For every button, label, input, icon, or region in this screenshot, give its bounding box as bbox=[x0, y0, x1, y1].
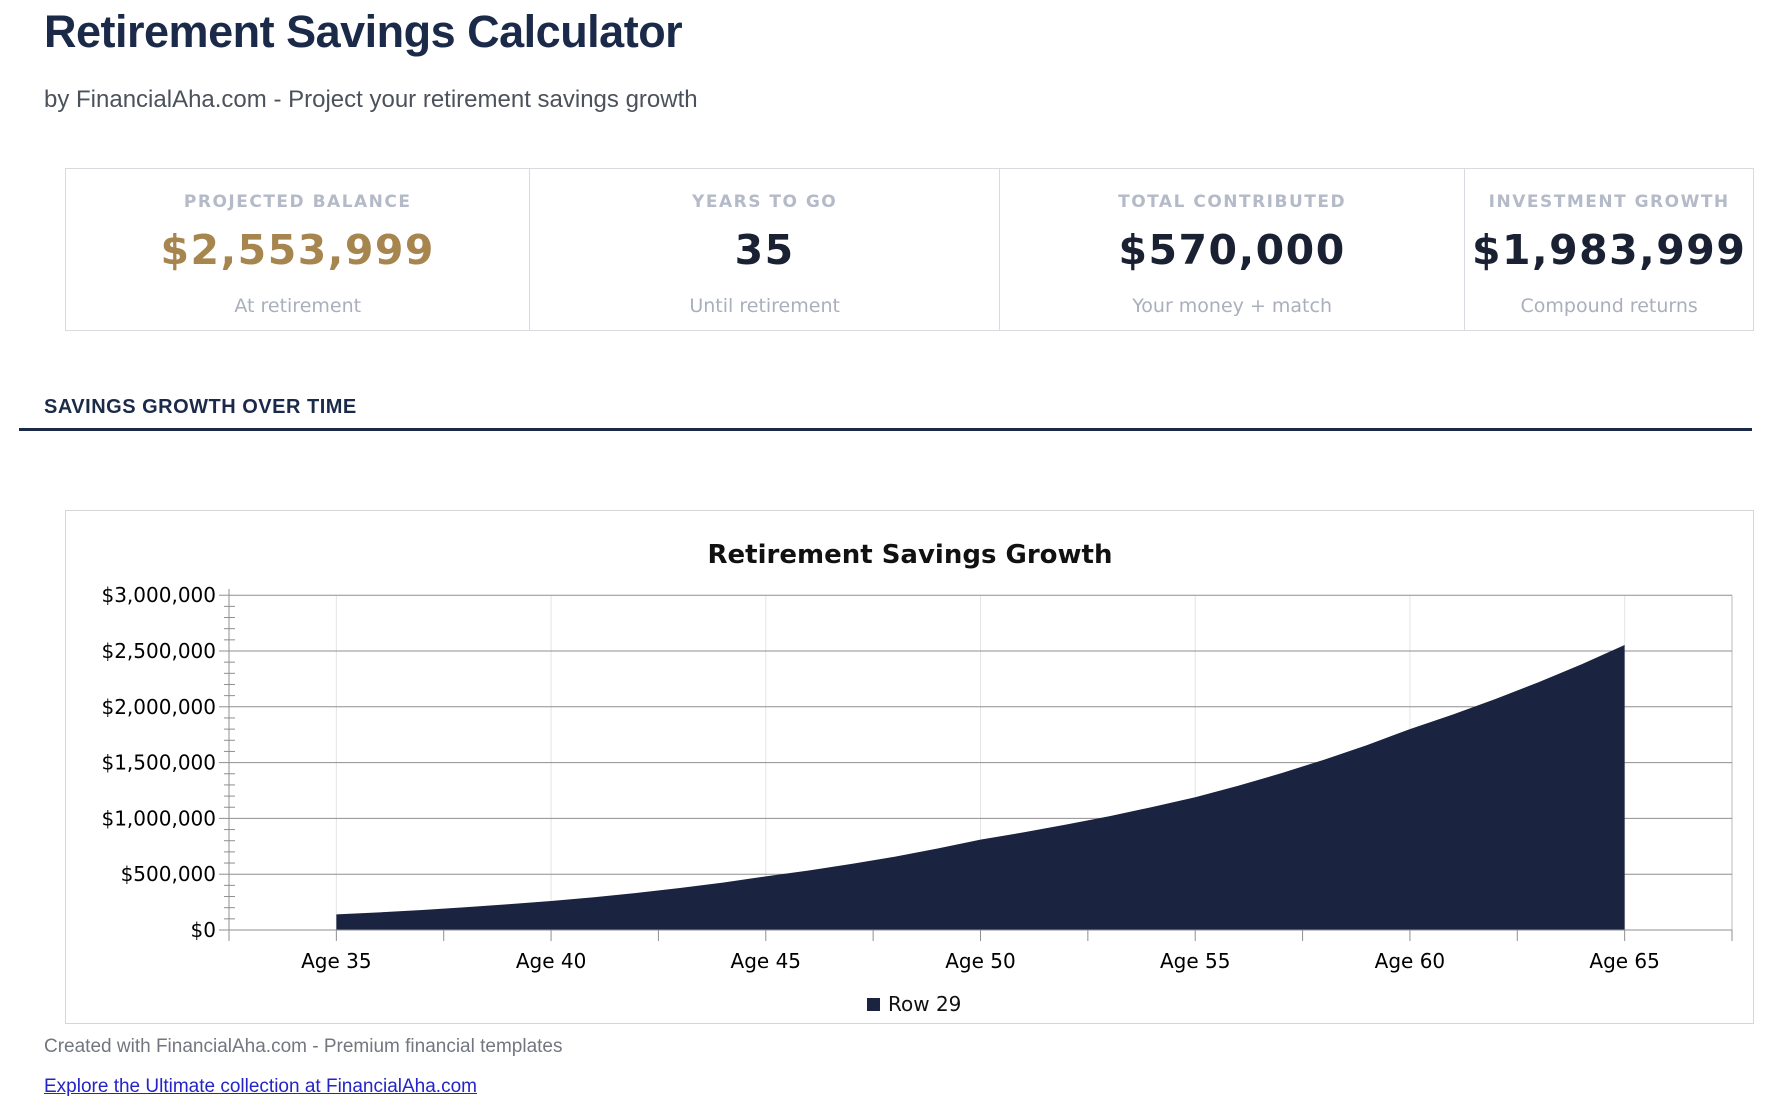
stat-label: YEARS TO GO bbox=[692, 192, 838, 212]
svg-text:$1,000,000: $1,000,000 bbox=[101, 806, 216, 830]
svg-text:$3,000,000: $3,000,000 bbox=[101, 583, 216, 607]
stat-value: $570,000 bbox=[1118, 226, 1346, 274]
svg-text:Age 55: Age 55 bbox=[1160, 949, 1231, 973]
page-title: Retirement Savings Calculator bbox=[44, 6, 683, 57]
svg-text:$2,500,000: $2,500,000 bbox=[101, 639, 216, 663]
page-subtitle: by FinancialAha.com - Project your retir… bbox=[44, 86, 698, 113]
section-divider bbox=[19, 428, 1752, 431]
svg-text:Age 40: Age 40 bbox=[516, 949, 587, 973]
legend-swatch bbox=[867, 998, 880, 1011]
footer-credit: Created with FinancialAha.com - Premium … bbox=[44, 1036, 563, 1057]
chart-card: Retirement Savings Growth $0 $500,000 $1,00… bbox=[65, 510, 1754, 1024]
stat-sublabel: Compound returns bbox=[1520, 295, 1698, 317]
stat-card-projected-balance: PROJECTED BALANCE $2,553,999 At retireme… bbox=[66, 169, 529, 330]
svg-text:Age 60: Age 60 bbox=[1375, 949, 1446, 973]
stat-sublabel: Until retirement bbox=[689, 295, 840, 317]
svg-text:$500,000: $500,000 bbox=[121, 862, 216, 886]
svg-text:Age 50: Age 50 bbox=[945, 949, 1016, 973]
chart-axes bbox=[219, 589, 1733, 941]
svg-text:$2,000,000: $2,000,000 bbox=[101, 695, 216, 719]
stat-value: $1,983,999 bbox=[1471, 226, 1747, 274]
stat-value: 35 bbox=[734, 226, 795, 274]
savings-growth-chart: Retirement Savings Growth $0 $500,000 $1,00… bbox=[101, 540, 1733, 1016]
legend-label: Row 29 bbox=[888, 992, 961, 1016]
stat-sublabel: Your money + match bbox=[1132, 295, 1332, 317]
svg-text:$0: $0 bbox=[191, 918, 216, 942]
summary-stats-table: PROJECTED BALANCE $2,553,999 At retireme… bbox=[65, 168, 1754, 331]
stat-label: INVESTMENT GROWTH bbox=[1488, 192, 1730, 212]
stat-card-years-to-go: YEARS TO GO 35 Until retirement bbox=[529, 169, 998, 330]
chart-labels: Retirement Savings Growth $0 $500,000 $1,00… bbox=[101, 540, 1659, 973]
svg-text:Age 65: Age 65 bbox=[1589, 949, 1660, 973]
footer-link[interactable]: Explore the Ultimate collection at Finan… bbox=[44, 1076, 477, 1097]
chart-area-series bbox=[336, 645, 1625, 930]
svg-text:$1,500,000: $1,500,000 bbox=[101, 751, 216, 775]
svg-text:Age 35: Age 35 bbox=[301, 949, 372, 973]
svg-text:Age 45: Age 45 bbox=[731, 949, 802, 973]
stat-value: $2,553,999 bbox=[160, 226, 435, 274]
chart-title: Retirement Savings Growth bbox=[708, 540, 1113, 570]
chart-legend: Row 29 bbox=[867, 992, 961, 1016]
section-title: SAVINGS GROWTH OVER TIME bbox=[44, 396, 357, 418]
stat-card-investment-growth: INVESTMENT GROWTH $1,983,999 Compound re… bbox=[1464, 169, 1753, 330]
stat-label: TOTAL CONTRIBUTED bbox=[1118, 192, 1347, 212]
stat-label: PROJECTED BALANCE bbox=[183, 192, 412, 212]
stat-card-total-contributed: TOTAL CONTRIBUTED $570,000 Your money + … bbox=[998, 169, 1464, 330]
stat-sublabel: At retirement bbox=[234, 295, 362, 317]
